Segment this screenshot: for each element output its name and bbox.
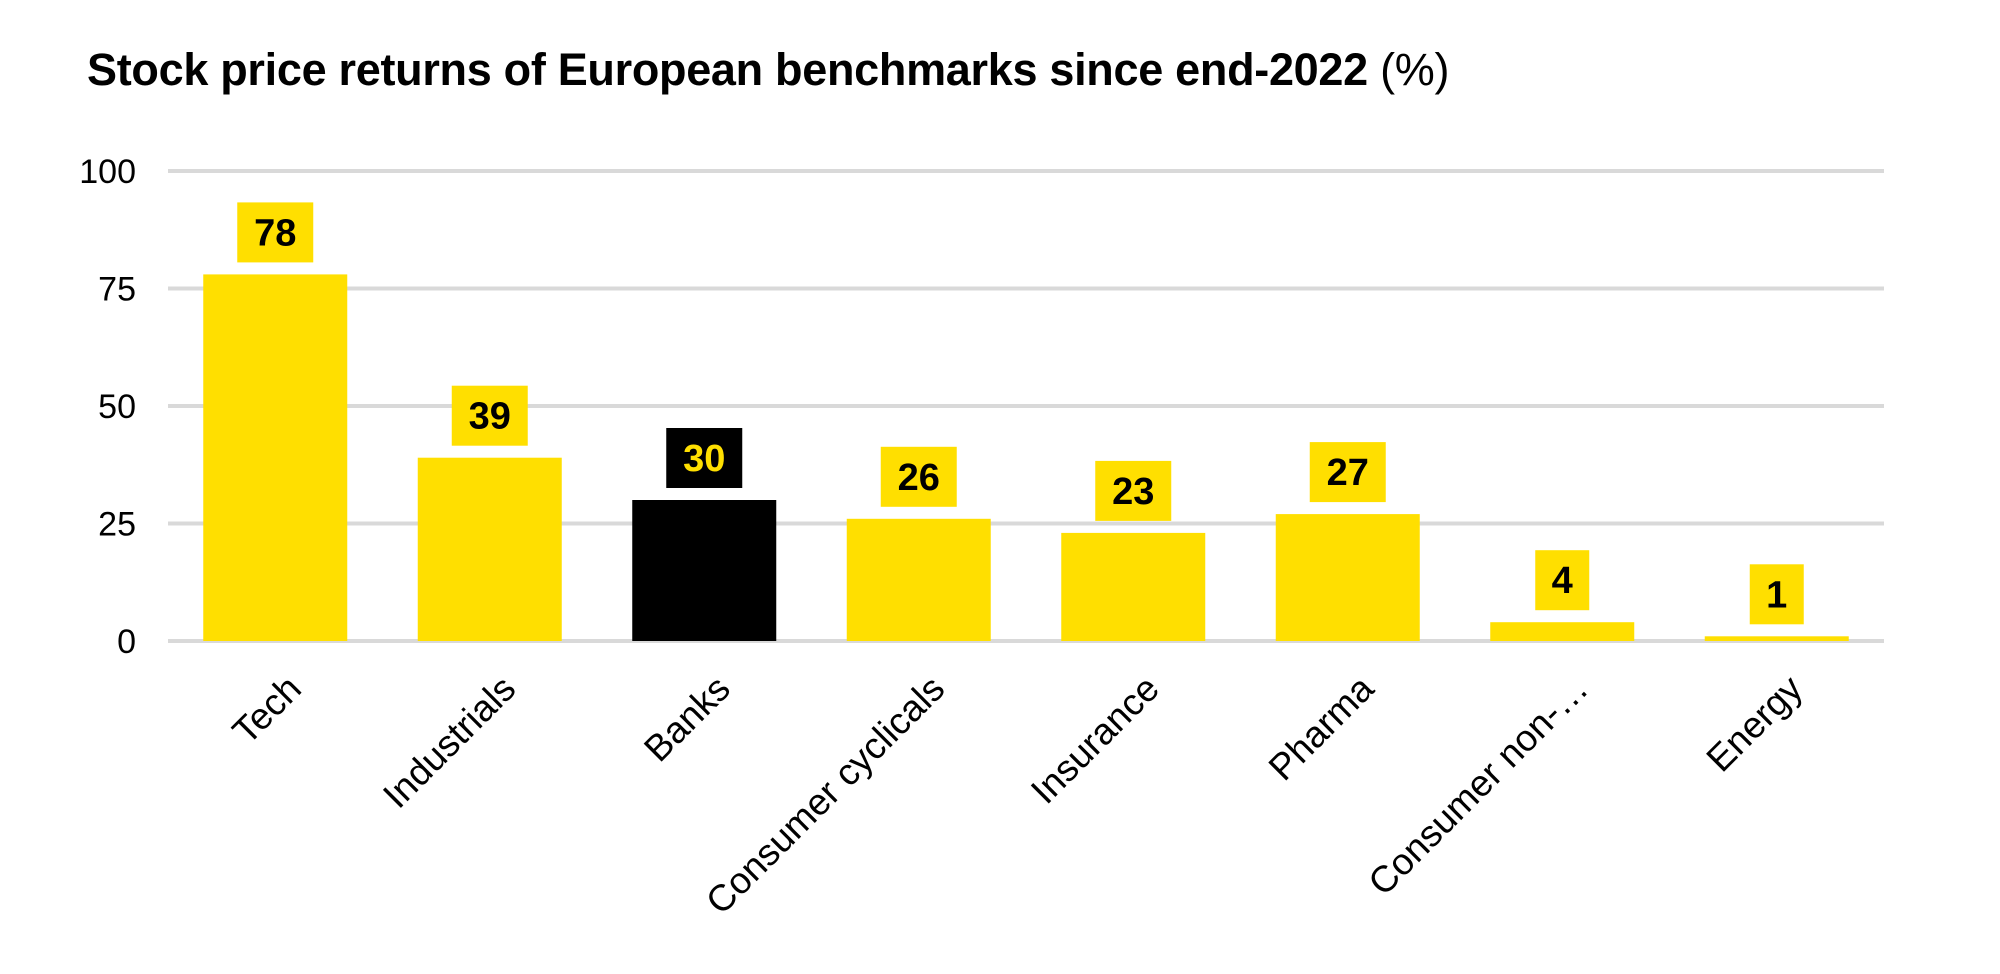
data-label: 26 — [898, 457, 940, 499]
data-label: 1 — [1766, 574, 1787, 616]
chart-title-main: Stock price returns of European benchmar… — [87, 44, 1368, 95]
bar — [632, 500, 777, 641]
x-tick-label: Energy — [1699, 667, 1811, 779]
bar — [1704, 636, 1849, 641]
y-tick-label: 0 — [117, 623, 136, 661]
bar — [1490, 622, 1635, 641]
x-tick-label: Insurance — [1023, 668, 1167, 812]
data-label: 27 — [1327, 452, 1369, 494]
data-label-box — [880, 446, 957, 507]
x-tick-label: Consumer cyclicals — [698, 668, 952, 922]
x-tick-label: Pharma — [1261, 667, 1382, 788]
x-tick-label: Tech — [225, 668, 309, 752]
data-label: 39 — [469, 396, 511, 438]
bar — [203, 274, 348, 641]
data-label-box — [1309, 442, 1386, 503]
y-tick-label: 50 — [98, 388, 136, 426]
data-label: 23 — [1112, 471, 1154, 513]
data-label: 78 — [254, 212, 296, 254]
bar — [1061, 532, 1206, 641]
bar — [846, 518, 991, 641]
data-label-box — [1535, 550, 1590, 611]
data-label-box — [237, 202, 314, 263]
y-axis-ticks: 0 25 50 75 100 — [79, 153, 136, 661]
data-label-box — [1095, 460, 1172, 521]
data-label-box — [666, 428, 743, 488]
data-label-box — [451, 385, 528, 446]
bar — [1275, 514, 1420, 641]
y-tick-label: 75 — [98, 271, 136, 309]
bars — [203, 274, 1849, 641]
x-tick-label: Industrials — [375, 668, 523, 816]
x-tick-label: Banks — [636, 668, 738, 770]
data-label: 30 — [683, 438, 725, 480]
data-labels: 78 39 30 26 23 27 4 1 — [237, 202, 1804, 625]
y-tick-label: 100 — [79, 153, 136, 191]
y-tick-label: 25 — [98, 506, 136, 544]
data-label: 4 — [1552, 560, 1573, 602]
x-tick-label: Consumer non-… — [1360, 668, 1595, 903]
chart-title: Stock price returns of European benchmar… — [87, 44, 1449, 96]
chart-title-unit: (%) — [1380, 44, 1450, 95]
data-label-box — [1749, 564, 1804, 625]
bar — [417, 457, 562, 641]
